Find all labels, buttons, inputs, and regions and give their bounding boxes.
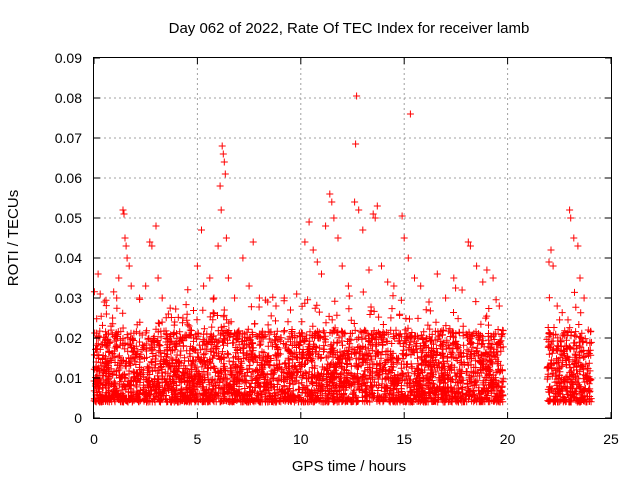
plot-frame	[93, 57, 612, 419]
y-tick-label: 0.08	[55, 90, 82, 106]
y-tick-label: 0.02	[55, 330, 82, 346]
y-tick-label: 0.07	[55, 130, 82, 146]
y-axis-label: ROTI / TECUs	[5, 190, 22, 286]
y-tick-label: 0.06	[55, 170, 82, 186]
x-tick-label: 15	[396, 431, 412, 447]
chart-title: Day 062 of 2022, Rate Of TEC Index for r…	[169, 20, 530, 37]
y-tick-label: 0	[74, 410, 82, 426]
y-tick-label: 0.01	[55, 370, 82, 386]
y-tick-label: 0.03	[55, 290, 82, 306]
data-points	[90, 92, 595, 406]
y-tick-label: 0.09	[55, 50, 82, 66]
roti-plus-markers	[90, 92, 595, 406]
y-axis-ticks: 0 0.01 0.02 0.03 0.04 0.05 0.06 0.07 0.08 0.09	[55, 50, 611, 426]
y-tick-label: 0.05	[55, 210, 82, 226]
y-tick-label: 0.04	[55, 250, 82, 266]
x-tick-label: 0	[90, 431, 98, 447]
x-tick-label: 5	[194, 431, 202, 447]
x-tick-label: 20	[500, 431, 516, 447]
x-tick-label: 25	[603, 431, 619, 447]
x-tick-label: 10	[293, 431, 309, 447]
x-axis-ticks: 0 5 10 15 20 25	[90, 58, 619, 447]
x-axis-label: GPS time / hours	[292, 458, 406, 475]
